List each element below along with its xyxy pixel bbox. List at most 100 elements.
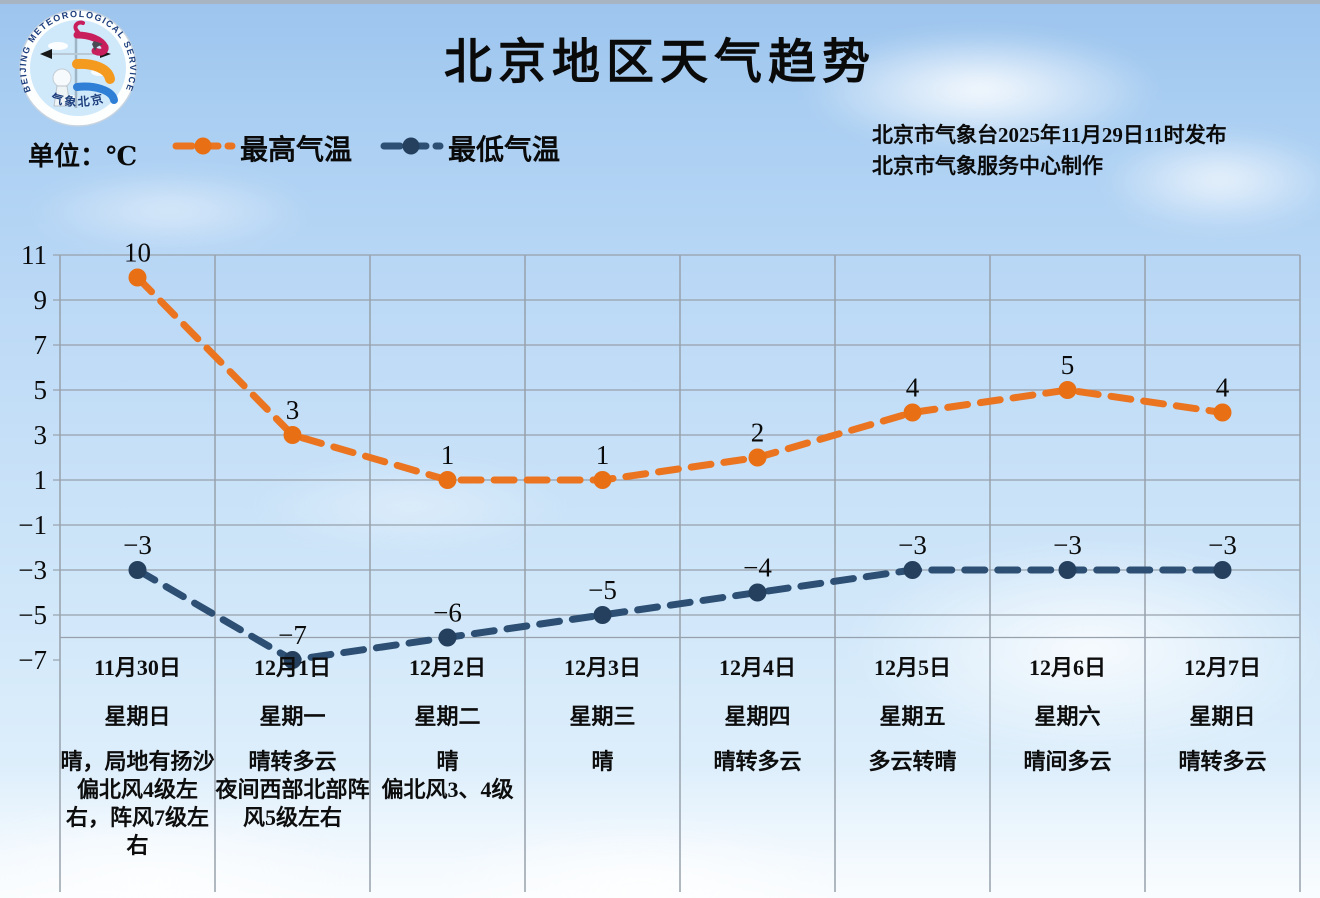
- day-cond: 晴，局地有扬沙: [60, 749, 215, 774]
- day-cond: 多云转晴: [868, 749, 957, 774]
- day-date: 12月4日: [718, 655, 796, 680]
- high-temp-point-marker: [1058, 381, 1077, 399]
- high-temp-point-marker: [283, 426, 302, 444]
- high-temp-data-label: 3: [286, 395, 300, 425]
- high-temp-data-label: 4: [1216, 373, 1230, 403]
- y-tick-label: 11: [21, 240, 47, 270]
- day-date: 11月30日: [94, 655, 181, 680]
- publisher-line1: 北京市气象台2025年11月29日11时发布: [872, 123, 1227, 147]
- chart-legend: 最高气温 最低气温: [172, 128, 560, 168]
- y-tick-label: −1: [18, 510, 47, 540]
- day-week: 星期四: [724, 704, 791, 729]
- day-cond: 晴: [436, 749, 459, 774]
- low-temp-data-label: −3: [1053, 530, 1082, 560]
- low-temp-line-swatch-icon: [380, 137, 444, 160]
- high-temp-point-marker: [438, 471, 457, 489]
- beijing-meteorological-service-logo: BEIJING METEOROLOGICAL SERVICE 气象北京: [18, 9, 137, 127]
- logo-orange-ribbon: [72, 58, 115, 84]
- day-week: 星期日: [1189, 704, 1256, 729]
- day-cond: 晴转多云: [713, 749, 802, 774]
- day-column: 12月1日星期一晴转多云夜间西部北部阵风5级左右: [215, 650, 370, 832]
- low-temp-point-marker: [903, 561, 922, 579]
- legend-item-low-temp: 最低气温: [380, 128, 560, 168]
- day-week: 星期一: [259, 704, 326, 729]
- y-tick-label: −3: [18, 555, 47, 585]
- low-temp-point-marker: [283, 651, 302, 669]
- y-tick-label: −7: [18, 645, 47, 675]
- logo-radar-tower: [53, 85, 71, 107]
- day-week: 星期日: [104, 704, 171, 729]
- low-temp-point-marker: [128, 561, 147, 579]
- low-temp-line: [134, 566, 1226, 664]
- low-temp-data-label: −6: [433, 598, 462, 628]
- day-date: 12月3日: [563, 655, 641, 680]
- logo-cn-text: 气象北京: [49, 90, 105, 109]
- high-temp-point-marker: [128, 268, 147, 287]
- low-temp-point-marker: [438, 628, 457, 647]
- day-cond: 晴间多云: [1023, 749, 1112, 774]
- legend-item-high-temp: 最高气温: [172, 128, 352, 168]
- low-temp-data-label: −5: [588, 575, 617, 605]
- day-cond: 晴转多云: [1178, 749, 1267, 774]
- day-date: 12月1日: [253, 655, 331, 680]
- day-wind: 夜间西部北部阵风5级左右: [215, 777, 370, 830]
- day-column: 12月5日星期五多云转晴: [835, 650, 990, 776]
- high-temp-data-label: 4: [906, 373, 920, 403]
- day-week: 星期三: [569, 704, 636, 729]
- day-week: 星期二: [414, 704, 481, 729]
- day-column: 12月6日星期六晴间多云: [990, 650, 1145, 776]
- y-tick-label: 7: [34, 330, 48, 360]
- day-date: 12月7日: [1183, 655, 1261, 680]
- day-column: 11月30日 星期日晴，局地有扬沙偏北风4级左右，阵风7级左右: [60, 650, 215, 860]
- legend-label-low-temp: 最低气温: [448, 135, 561, 166]
- y-tick-label: 9: [34, 285, 48, 315]
- svg-text:气象北京: 气象北京: [49, 90, 107, 109]
- high-temp-data-label: 10: [124, 238, 151, 268]
- day-date: 12月2日: [408, 655, 486, 680]
- day-date: 12月5日: [873, 655, 951, 680]
- day-cond: 晴: [591, 749, 614, 774]
- day-week: 星期六: [1034, 704, 1101, 729]
- low-temp-data-label: −3: [898, 530, 927, 560]
- low-temp-data-label: −7: [278, 620, 307, 650]
- day-wind: 偏北风3、4级: [381, 777, 514, 802]
- window-edge-strip: [0, 0, 1320, 4]
- high-temp-point-marker: [593, 471, 612, 489]
- y-tick-label: 3: [34, 420, 48, 450]
- publisher-line2: 北京市气象服务中心制作: [872, 154, 1103, 178]
- low-temp-point-marker: [748, 583, 767, 602]
- logo-blue-ribbon: [73, 82, 118, 104]
- low-temp-point-marker: [1058, 561, 1077, 579]
- y-tick-label: 1: [34, 465, 48, 495]
- low-temp-data-label: −4: [743, 553, 772, 583]
- day-cond: 晴转多云: [248, 749, 337, 774]
- high-temp-point-marker: [748, 448, 767, 467]
- high-temp-data-label: 5: [1061, 350, 1075, 380]
- day-wind: 偏北风4级左右，阵风7级左右: [65, 777, 209, 858]
- high-temp-data-label: 1: [441, 440, 455, 470]
- low-temp-data-label: −3: [123, 530, 152, 560]
- day-column: 12月7日星期日晴转多云: [1145, 650, 1300, 776]
- low-temp-point-marker: [1213, 561, 1232, 579]
- page-title: 北京地区天气趋势: [443, 36, 876, 89]
- high-temp-data-label: 2: [751, 418, 765, 448]
- day-column: 12月2日星期二晴偏北风3、4级: [370, 650, 525, 804]
- logo-red-ribbon: [73, 31, 109, 56]
- high-temp-data-label: 1: [596, 440, 610, 470]
- day-column: 12月4日星期四晴转多云: [680, 650, 835, 776]
- high-temp-line: [134, 274, 1226, 484]
- y-tick-label: −5: [18, 600, 47, 630]
- unit-label: 单位：℃: [28, 142, 138, 171]
- logo-left-arrow-icon: [40, 49, 52, 59]
- high-temp-line-swatch-icon: [172, 137, 236, 160]
- low-temp-point-marker: [593, 606, 612, 624]
- high-temp-point-marker: [1213, 403, 1232, 422]
- y-tick-label: 5: [34, 375, 48, 405]
- logo-bird-icon: [92, 41, 103, 51]
- low-temp-data-label: −3: [1208, 530, 1237, 560]
- publisher-info: 北京市气象台2025年11月29日11时发布 北京市气象服务中心制作: [872, 120, 1227, 182]
- day-date: 12月6日: [1028, 655, 1106, 680]
- day-week: 星期五: [879, 704, 946, 729]
